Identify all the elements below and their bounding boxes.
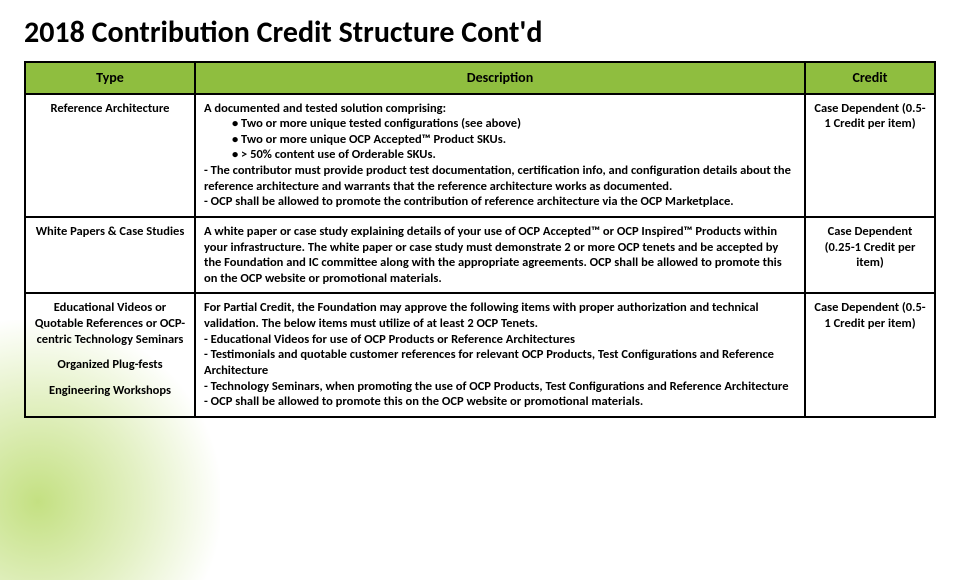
description-cell: A white paper or case study explaining d…	[195, 217, 805, 294]
type-block: Engineering Workshops	[34, 383, 186, 399]
table-row: Educational Videos or Quotable Reference…	[25, 293, 935, 416]
description-line: • Two or more unique tested configuratio…	[204, 116, 796, 132]
table-row: Reference Architecture A documented and t…	[25, 94, 935, 217]
description-line: - Testimonials and quotable customer ref…	[204, 347, 796, 378]
type-block: Reference Architecture	[34, 101, 186, 117]
credit-cell: Case Dependent (0.5-1 Credit per item)	[805, 293, 935, 416]
col-header-desc: Description	[195, 62, 805, 94]
page-title: 2018 Contribution Credit Structure Cont'…	[24, 14, 936, 51]
description-cell: A documented and tested solution compris…	[195, 94, 805, 217]
credit-cell: Case Dependent (0.25-1 Credit per item)	[805, 217, 935, 294]
description-line: A documented and tested solution compris…	[204, 101, 796, 117]
table-row: White Papers & Case Studies A white paper…	[25, 217, 935, 294]
description-line: • Two or more unique OCP Accepted™ Produ…	[204, 132, 796, 148]
description-cell: For Partial Credit, the Foundation may a…	[195, 293, 805, 416]
col-header-type: Type	[25, 62, 195, 94]
description-line: • > 50% content use of Orderable SKUs.	[204, 147, 796, 163]
description-line: - Technology Seminars, when promoting th…	[204, 379, 796, 395]
slide: 2018 Contribution Credit Structure Cont'…	[0, 0, 960, 540]
type-block: White Papers & Case Studies	[34, 224, 186, 240]
description-line: - OCP shall be allowed to promote this o…	[204, 394, 796, 410]
type-cell: Reference Architecture	[25, 94, 195, 217]
type-cell: Educational Videos or Quotable Reference…	[25, 293, 195, 416]
col-header-credit: Credit	[805, 62, 935, 94]
description-line: A white paper or case study explaining d…	[204, 224, 796, 287]
table-header-row: Type Description Credit	[25, 62, 935, 94]
description-line: - The contributor must provide product t…	[204, 163, 796, 194]
type-cell: White Papers & Case Studies	[25, 217, 195, 294]
type-block: Educational Videos or Quotable Reference…	[34, 300, 186, 347]
credit-structure-table: Type Description Credit Reference Archit…	[24, 61, 936, 418]
credit-cell: Case Dependent (0.5-1 Credit per item)	[805, 94, 935, 217]
description-line: For Partial Credit, the Foundation may a…	[204, 300, 796, 331]
description-line: - OCP shall be allowed to promote the co…	[204, 194, 796, 210]
description-line: - Educational Videos for use of OCP Prod…	[204, 332, 796, 348]
type-block: Organized Plug-fests	[34, 357, 186, 373]
